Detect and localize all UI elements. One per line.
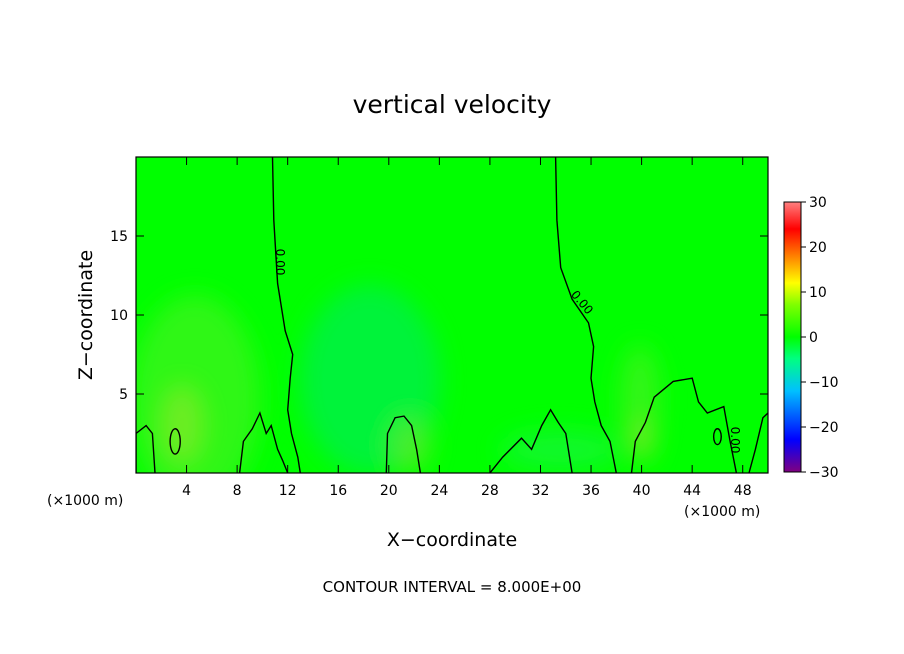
- x-axis-label: X−coordinate: [387, 529, 517, 551]
- colorbar-tick-label: 0: [809, 330, 818, 346]
- low-contour-1: [136, 424, 156, 473]
- field-updraft-right-core: [630, 418, 654, 462]
- contour-label-lower-right: 0.00: [728, 427, 742, 454]
- x-axis-ticks: 4 8 12 16 20 24 28 32 36 40 44 48: [182, 157, 752, 499]
- x-tick-label: 12: [279, 483, 297, 499]
- x-tick-label: 24: [430, 483, 448, 499]
- x-tick-label: 8: [233, 483, 242, 499]
- x-tick-label: 48: [734, 483, 752, 499]
- x-unit-label-left: (×1000 m): [47, 493, 123, 509]
- y-tick-label: 5: [119, 387, 128, 403]
- small-loop-1: [169, 428, 181, 455]
- x-tick-label: 32: [532, 483, 550, 499]
- colorbar-gradient: [783, 201, 802, 473]
- x-tick-label: 44: [683, 483, 701, 499]
- colorbar-tick-label: 10: [809, 285, 827, 301]
- contour-label-left: 0.00: [273, 249, 287, 276]
- colorbar-tick-label: 30: [809, 195, 827, 211]
- low-contour-4: [489, 408, 573, 473]
- field-updraft-center: [390, 417, 430, 473]
- x-tick-label: 16: [329, 483, 347, 499]
- colorbar-ticks: 30 20 10 0 −10 −20 −30: [801, 195, 839, 481]
- x-unit-label-right: (×1000 m): [684, 504, 760, 520]
- low-contour-3: [385, 415, 422, 473]
- colorbar: 30 20 10 0 −10 −20 −30: [783, 195, 839, 481]
- colorbar-tick-label: 20: [809, 240, 827, 256]
- y-axis-label: Z−coordinate: [75, 250, 97, 380]
- zero-contour-right: [554, 157, 617, 473]
- heatmap-field: [136, 285, 660, 473]
- x-tick-label: 4: [182, 483, 191, 499]
- contour-interval-note: CONTOUR INTERVAL = 8.000E+00: [323, 578, 582, 596]
- colorbar-tick-label: −20: [809, 420, 839, 436]
- low-contour-2: [238, 411, 289, 473]
- colorbar-tick-label: −30: [809, 465, 839, 481]
- field-updraft-left-core: [160, 385, 204, 465]
- contour-lines: [136, 157, 768, 473]
- y-tick-label: 10: [110, 308, 128, 324]
- y-tick-label: 15: [110, 229, 128, 245]
- colorbar-tick-label: −10: [809, 375, 839, 391]
- low-contour-6: [748, 412, 768, 473]
- x-tick-label: 36: [582, 483, 600, 499]
- x-tick-label: 20: [380, 483, 398, 499]
- zero-contour-left: [271, 157, 301, 473]
- y-axis-ticks: 5 10 15: [110, 229, 768, 403]
- small-loop-2: [712, 428, 722, 446]
- low-contour-5: [630, 377, 738, 473]
- field-mixed-low: [500, 430, 620, 470]
- x-tick-label: 28: [481, 483, 499, 499]
- chart-title: vertical velocity: [353, 90, 552, 119]
- x-tick-label: 40: [633, 483, 651, 499]
